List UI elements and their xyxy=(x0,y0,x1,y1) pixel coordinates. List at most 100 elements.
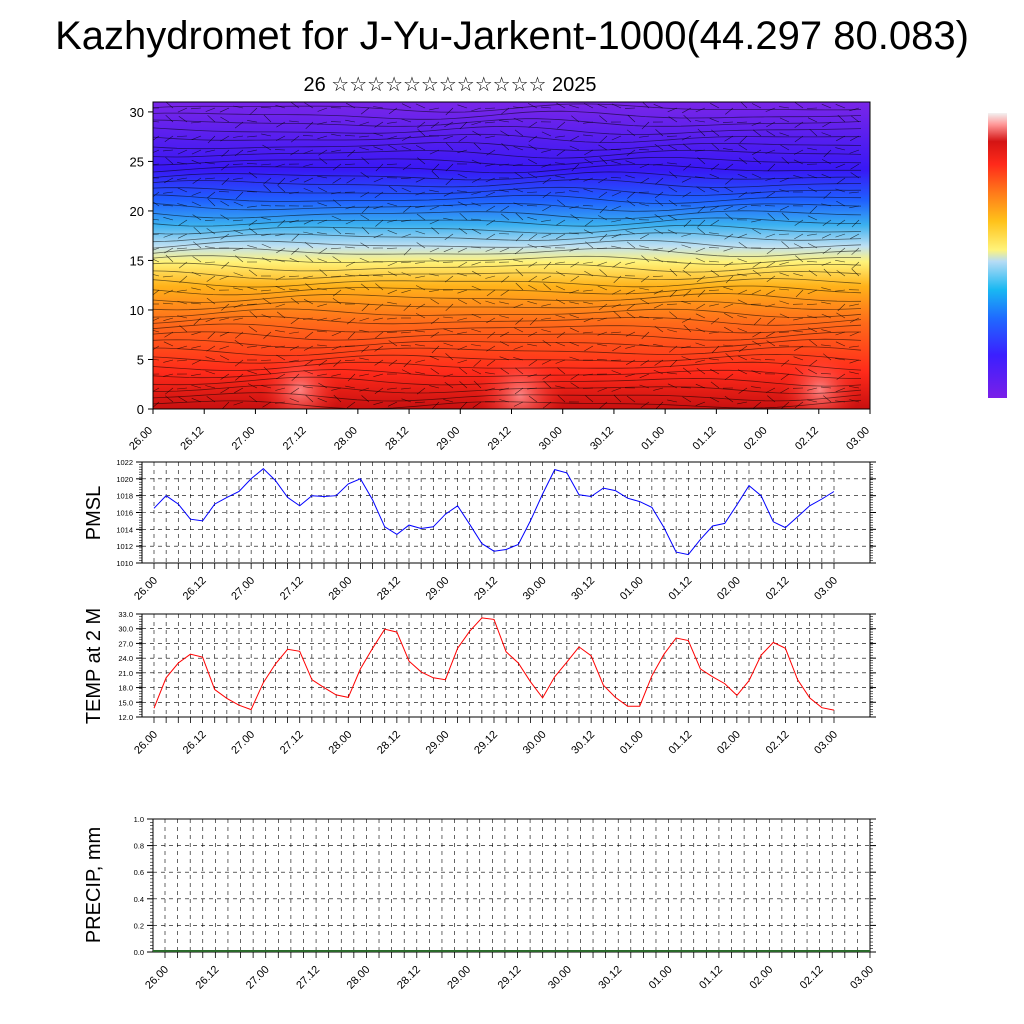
wind-barb xyxy=(401,103,412,109)
wind-barb xyxy=(722,121,734,123)
wind-barb xyxy=(248,269,258,277)
isoline xyxy=(153,255,861,265)
wind-barb xyxy=(177,300,188,305)
x-tick-label: 30.00 xyxy=(521,729,549,757)
wind-barb xyxy=(708,289,720,291)
wind-barb xyxy=(582,205,594,207)
wind-barb xyxy=(275,233,286,237)
wind-barb xyxy=(779,177,790,183)
x-tick-label: 28.12 xyxy=(375,729,403,757)
wind-barb xyxy=(164,247,174,254)
wind-barb xyxy=(821,159,832,165)
wind-barb xyxy=(232,219,244,222)
wind-barb xyxy=(345,219,356,225)
wind-barb xyxy=(850,115,860,123)
wind-barb xyxy=(835,341,846,347)
wind-barb xyxy=(723,148,734,151)
wind-barb xyxy=(724,186,734,193)
wind-barb xyxy=(163,217,174,221)
wind-barb xyxy=(711,143,720,151)
wind-barb xyxy=(625,331,636,337)
wind-barb xyxy=(472,228,482,235)
wind-barb xyxy=(514,387,524,395)
wind-barb xyxy=(779,313,790,319)
wind-barb xyxy=(190,302,202,305)
wind-barb xyxy=(723,205,734,211)
wind-barb xyxy=(821,103,832,109)
wind-barb xyxy=(611,135,622,141)
wind-barb xyxy=(711,345,720,354)
wind-barb xyxy=(275,330,286,333)
wind-barb xyxy=(221,401,230,409)
wind-barb xyxy=(850,163,860,170)
wind-barb xyxy=(261,345,272,349)
wind-barb xyxy=(374,345,384,352)
wind-barb xyxy=(317,232,328,235)
wind-barb xyxy=(219,355,230,361)
y-tick-label: 1.0 xyxy=(134,815,144,824)
wind-barb xyxy=(514,247,524,255)
wind-barb xyxy=(667,107,678,113)
wind-barb xyxy=(416,213,426,221)
wind-barb xyxy=(527,343,538,347)
wind-barb xyxy=(473,380,482,389)
wind-barb xyxy=(555,191,566,194)
wind-barb xyxy=(153,135,160,141)
wind-barb xyxy=(415,344,426,347)
x-tick-label: 01.12 xyxy=(697,964,725,992)
wind-barb xyxy=(219,275,230,280)
wind-barb xyxy=(751,219,762,223)
x-tick-label: 28.12 xyxy=(375,575,403,603)
wind-barb xyxy=(373,146,384,151)
wind-barb xyxy=(207,331,216,340)
x-tick-label: 26.00 xyxy=(132,575,160,603)
x-tick-label: 02.00 xyxy=(747,964,775,992)
y-axis-label: PRECIP, mm xyxy=(83,827,105,943)
wind-barb xyxy=(611,370,622,375)
wind-barb xyxy=(753,317,762,326)
wind-barb xyxy=(555,359,566,364)
wind-barb xyxy=(527,373,538,378)
wind-barb xyxy=(613,275,622,284)
wind-barb xyxy=(303,149,314,154)
wind-barb xyxy=(655,199,664,207)
warm-core xyxy=(260,350,340,409)
wind-barb xyxy=(667,399,678,403)
wind-barb xyxy=(626,149,636,156)
wind-barb xyxy=(302,135,314,137)
wind-barb xyxy=(191,384,202,389)
wind-barb xyxy=(178,396,188,403)
wind-barb xyxy=(500,130,510,137)
wind-barb xyxy=(387,219,398,223)
x-tick-label: 26.00 xyxy=(127,425,155,453)
wind-barb xyxy=(275,275,286,281)
wind-barb xyxy=(681,356,692,361)
wind-barb xyxy=(836,219,846,227)
wind-barb xyxy=(793,330,804,333)
x-tick-label: 01.00 xyxy=(618,729,646,757)
wind-barb xyxy=(765,177,776,181)
wind-barb xyxy=(766,247,776,255)
wind-barb xyxy=(317,107,328,112)
wind-barb xyxy=(669,268,678,277)
wind-barb xyxy=(526,191,538,193)
wind-barb xyxy=(738,387,748,394)
wind-barb xyxy=(695,176,706,179)
wind-barb xyxy=(164,331,174,338)
wind-barb xyxy=(766,331,776,338)
wind-barb xyxy=(611,387,622,392)
wind-barb xyxy=(473,359,482,367)
wind-barb xyxy=(653,303,664,309)
wind-barb xyxy=(261,217,272,221)
wind-barb xyxy=(611,289,622,295)
wind-barb xyxy=(668,199,678,207)
wind-barb xyxy=(669,289,678,298)
temp-panel: 12.0 15.0 18.0 21.0 24.0 27.0 30.0 33.0 26.00 26.… xyxy=(83,608,876,757)
wind-barb xyxy=(233,201,244,207)
y-tick-label: 25 xyxy=(130,154,144,169)
wind-barb xyxy=(416,121,426,129)
wind-barb xyxy=(808,359,818,367)
wind-barb xyxy=(611,103,622,109)
wind-barb xyxy=(653,163,664,166)
